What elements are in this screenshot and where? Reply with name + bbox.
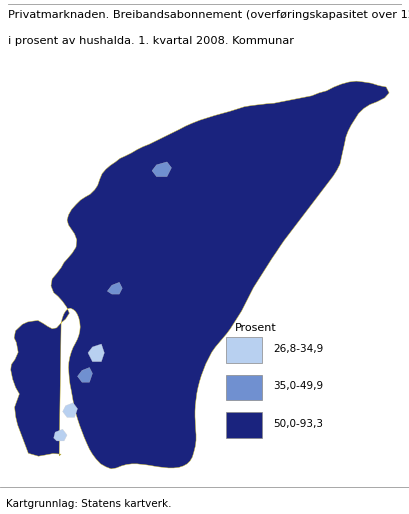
Text: i prosent av hushalda. 1. kvartal 2008. Kommunar: i prosent av hushalda. 1. kvartal 2008. …: [8, 36, 294, 46]
Text: 35,0-49,9: 35,0-49,9: [272, 381, 323, 391]
Polygon shape: [152, 162, 171, 177]
Polygon shape: [107, 282, 122, 294]
FancyBboxPatch shape: [226, 337, 262, 363]
Text: 50,0-93,3: 50,0-93,3: [272, 418, 322, 429]
Text: 26,8-34,9: 26,8-34,9: [272, 344, 323, 354]
FancyBboxPatch shape: [226, 375, 262, 400]
FancyBboxPatch shape: [226, 412, 262, 437]
Polygon shape: [54, 429, 67, 441]
Polygon shape: [11, 81, 388, 469]
Text: Prosent: Prosent: [235, 323, 276, 333]
Polygon shape: [77, 368, 92, 382]
Polygon shape: [63, 403, 77, 417]
Text: Kartgrunnlag: Statens kartverk.: Kartgrunnlag: Statens kartverk.: [6, 500, 171, 509]
Text: Privatmarknaden. Breibandsabonnement (overføringskapasitet over 128 kbit/s): Privatmarknaden. Breibandsabonnement (ov…: [8, 10, 409, 20]
Polygon shape: [88, 344, 104, 362]
